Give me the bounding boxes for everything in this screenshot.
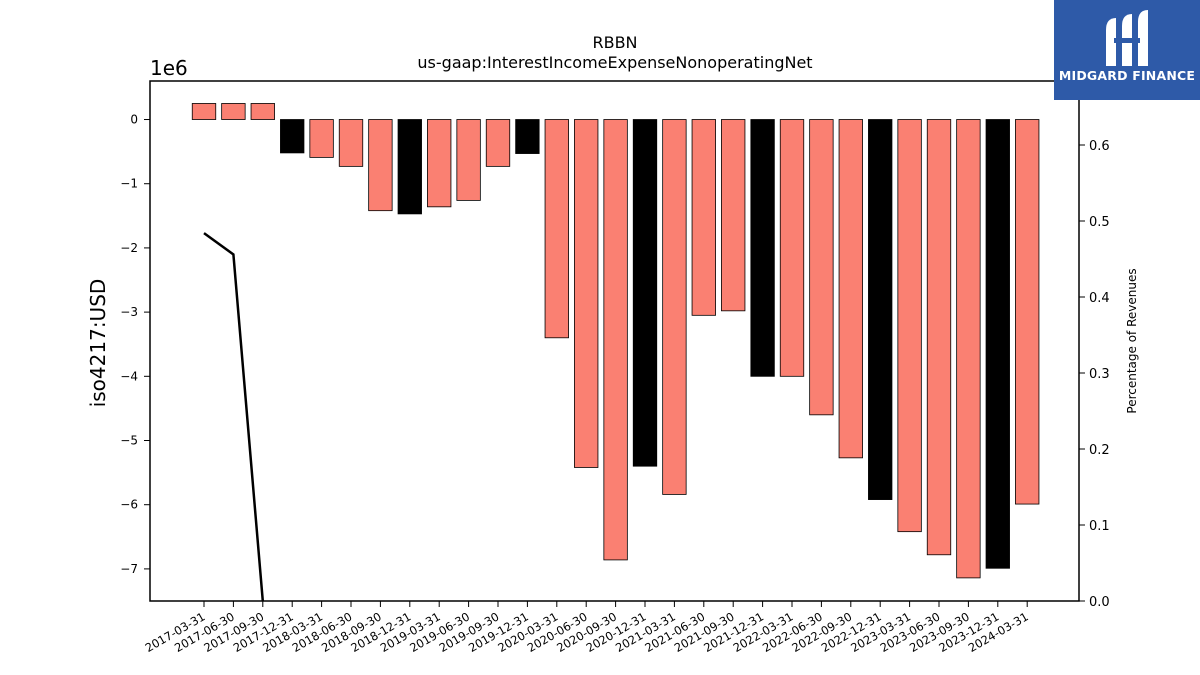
chart-title: RBBN — [592, 33, 637, 52]
revenue-percentage-line — [203, 232, 265, 602]
y-axis-label: iso4217:USD — [86, 279, 110, 408]
plot-frame — [149, 80, 1080, 602]
bar — [574, 119, 599, 468]
bar — [338, 119, 364, 167]
y-tick-label: −3 — [120, 305, 138, 319]
bar — [985, 119, 1010, 569]
y-tick-label: −6 — [120, 498, 138, 512]
y-tick-label: −2 — [120, 241, 138, 255]
bar — [250, 103, 275, 120]
bar — [779, 119, 805, 377]
bar — [456, 119, 481, 201]
y2-tick-label: 0.6 — [1089, 139, 1110, 154]
y2-tick-label: 0.4 — [1089, 291, 1110, 306]
y2-axis-label: Percentage of Revenues — [1125, 268, 1139, 413]
bar — [221, 103, 246, 120]
y-tick-label: 0 — [130, 113, 138, 127]
bar — [750, 119, 775, 377]
bar — [956, 119, 981, 579]
y2-tick-label: 0.2 — [1089, 443, 1110, 458]
bar — [280, 119, 305, 154]
y2-tick-label: 0.1 — [1089, 519, 1110, 534]
bar — [809, 119, 834, 416]
midgard-logo-icon — [1106, 10, 1148, 66]
bar — [544, 119, 569, 339]
y-tick-label: −7 — [120, 562, 138, 576]
bar — [427, 119, 452, 208]
logo-text: MIDGARD FINANCE — [1058, 68, 1196, 83]
y-offset-label: 1e6 — [150, 56, 188, 80]
bar — [926, 119, 952, 556]
bar — [515, 119, 540, 154]
chart-subtitle: us-gaap:InterestIncomeExpenseNonoperatin… — [417, 53, 812, 72]
y2-tick-label: 0.5 — [1089, 215, 1110, 230]
bar — [397, 119, 422, 215]
bar — [721, 119, 746, 312]
bar — [868, 119, 893, 500]
y-tick-label: −5 — [120, 434, 138, 448]
bar — [838, 119, 863, 459]
bar — [1015, 119, 1040, 505]
y2-tick-label: 0.3 — [1089, 367, 1110, 382]
y-tick-label: −4 — [120, 369, 138, 383]
bar — [897, 119, 922, 533]
midgard-finance-logo: MIDGARD FINANCE — [1054, 0, 1200, 100]
bar — [485, 119, 511, 167]
bar — [309, 119, 334, 158]
bar — [368, 119, 393, 212]
y2-tick-label: 0.0 — [1089, 595, 1110, 610]
bar — [632, 119, 658, 467]
bar — [191, 103, 217, 120]
y-tick-label: −1 — [120, 177, 138, 191]
bar — [662, 119, 687, 495]
bar — [603, 119, 628, 561]
bar — [691, 119, 716, 316]
